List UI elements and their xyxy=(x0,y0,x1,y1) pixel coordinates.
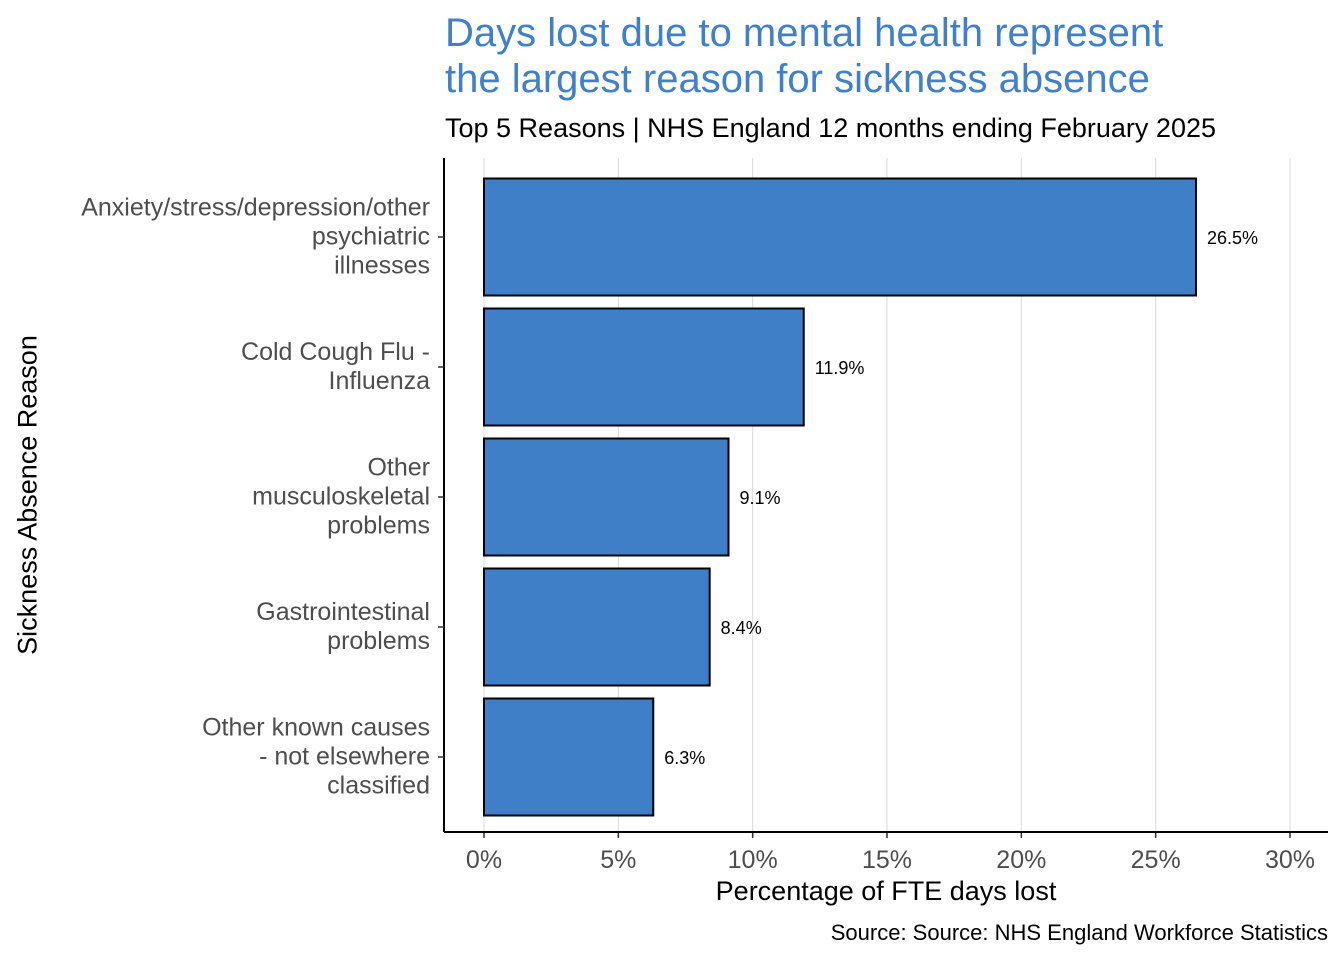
bar xyxy=(483,307,805,427)
y-tick-label: Anxiety/stress/depression/other psychiat… xyxy=(81,193,430,280)
bar xyxy=(483,437,730,557)
chart-subtitle: Top 5 Reasons | NHS England 12 months en… xyxy=(445,113,1216,143)
chart-title-line: Days lost due to mental health represent xyxy=(445,11,1164,55)
y-tick-label: Cold Cough Flu - Influenza xyxy=(241,338,430,395)
x-tick-label: 15% xyxy=(862,846,912,874)
data-label: 26.5% xyxy=(1207,228,1258,248)
x-tick-label: 25% xyxy=(1131,846,1181,874)
data-label: 11.9% xyxy=(815,358,865,378)
chart-title-line: the largest reason for sickness absence xyxy=(445,57,1150,101)
y-tick-label: Gastrointestinal problems xyxy=(256,598,430,655)
x-tick-label: 5% xyxy=(600,846,636,874)
x-tick-label: 20% xyxy=(996,846,1046,874)
data-label: 8.4% xyxy=(721,618,762,638)
bar xyxy=(483,177,1197,297)
chart-title: Days lost due to mental health represent… xyxy=(445,10,1163,102)
data-label: 6.3% xyxy=(664,748,705,768)
y-tick-label: Other known causes - not elsewhere class… xyxy=(202,713,430,800)
x-axis-label: Percentage of FTE days lost xyxy=(715,876,1057,906)
bar xyxy=(483,567,711,687)
bar xyxy=(483,697,655,817)
data-label: 9.1% xyxy=(739,488,780,508)
x-tick-label: 0% xyxy=(466,846,502,874)
x-tick-label: 30% xyxy=(1265,846,1315,874)
y-tick-label: Other musculoskeletal problems xyxy=(252,453,430,540)
x-tick-label: 10% xyxy=(728,846,778,874)
caption: Source: Source: NHS England Workforce St… xyxy=(830,920,1328,945)
